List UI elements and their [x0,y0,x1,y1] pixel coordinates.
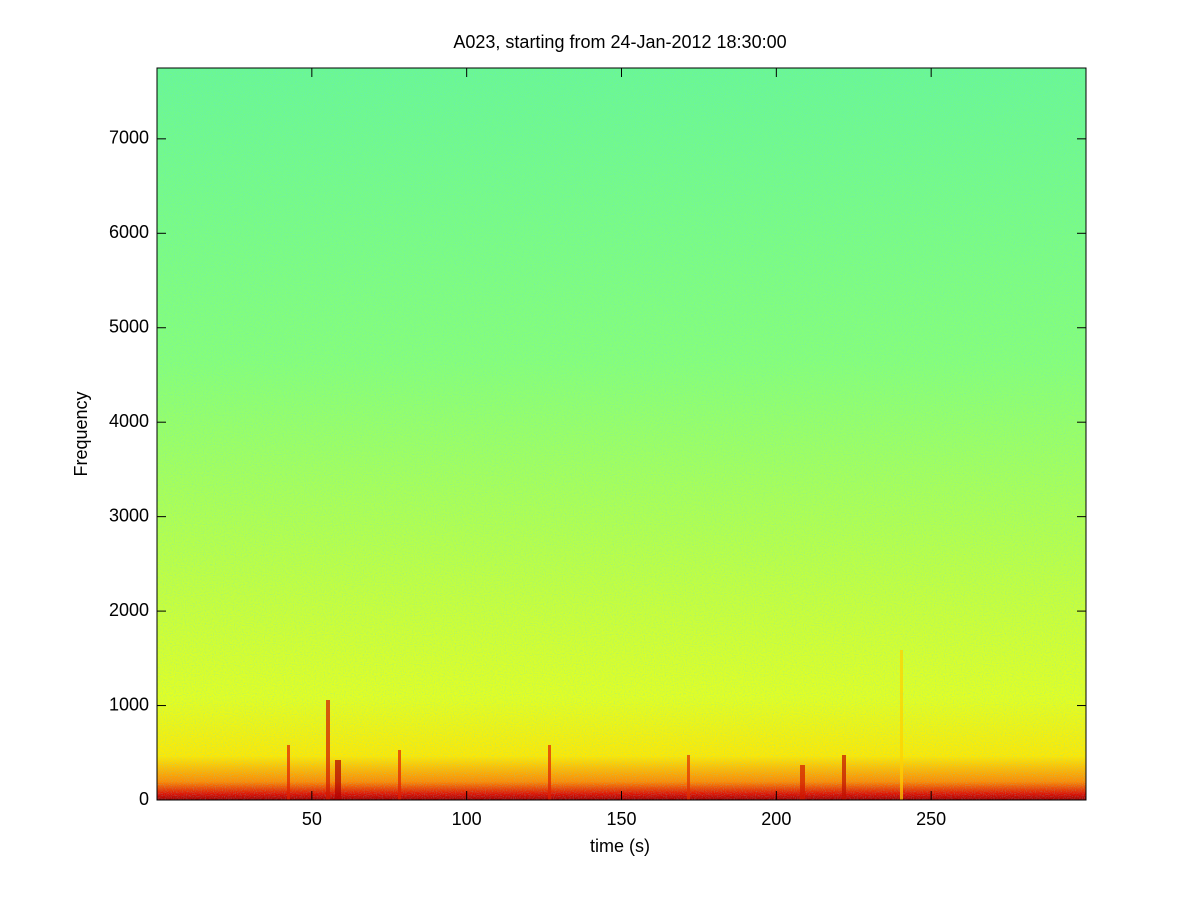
x-tick-label: 50 [302,809,322,829]
transient-streaks [287,650,903,800]
spectrogram-noise [157,68,1086,800]
y-tick-label: 5000 [109,316,149,336]
x-tick-label: 150 [606,809,636,829]
y-tick-label: 3000 [109,505,149,525]
x-tick-label: 100 [452,809,482,829]
x-axis-label: time (s) [590,836,650,856]
y-tick-label: 7000 [109,128,149,148]
spectrogram-image [157,68,1086,800]
y-axis-label: Frequency [71,391,91,476]
y-tick-label: 2000 [109,600,149,620]
y-tick-label: 4000 [109,411,149,431]
y-tick-label: 6000 [109,222,149,242]
y-tick-label: 0 [139,789,149,809]
y-tick-label: 1000 [109,694,149,714]
chart-title: A023, starting from 24-Jan-2012 18:30:00 [453,32,786,52]
x-tick-label: 250 [916,809,946,829]
x-tick-label: 200 [761,809,791,829]
